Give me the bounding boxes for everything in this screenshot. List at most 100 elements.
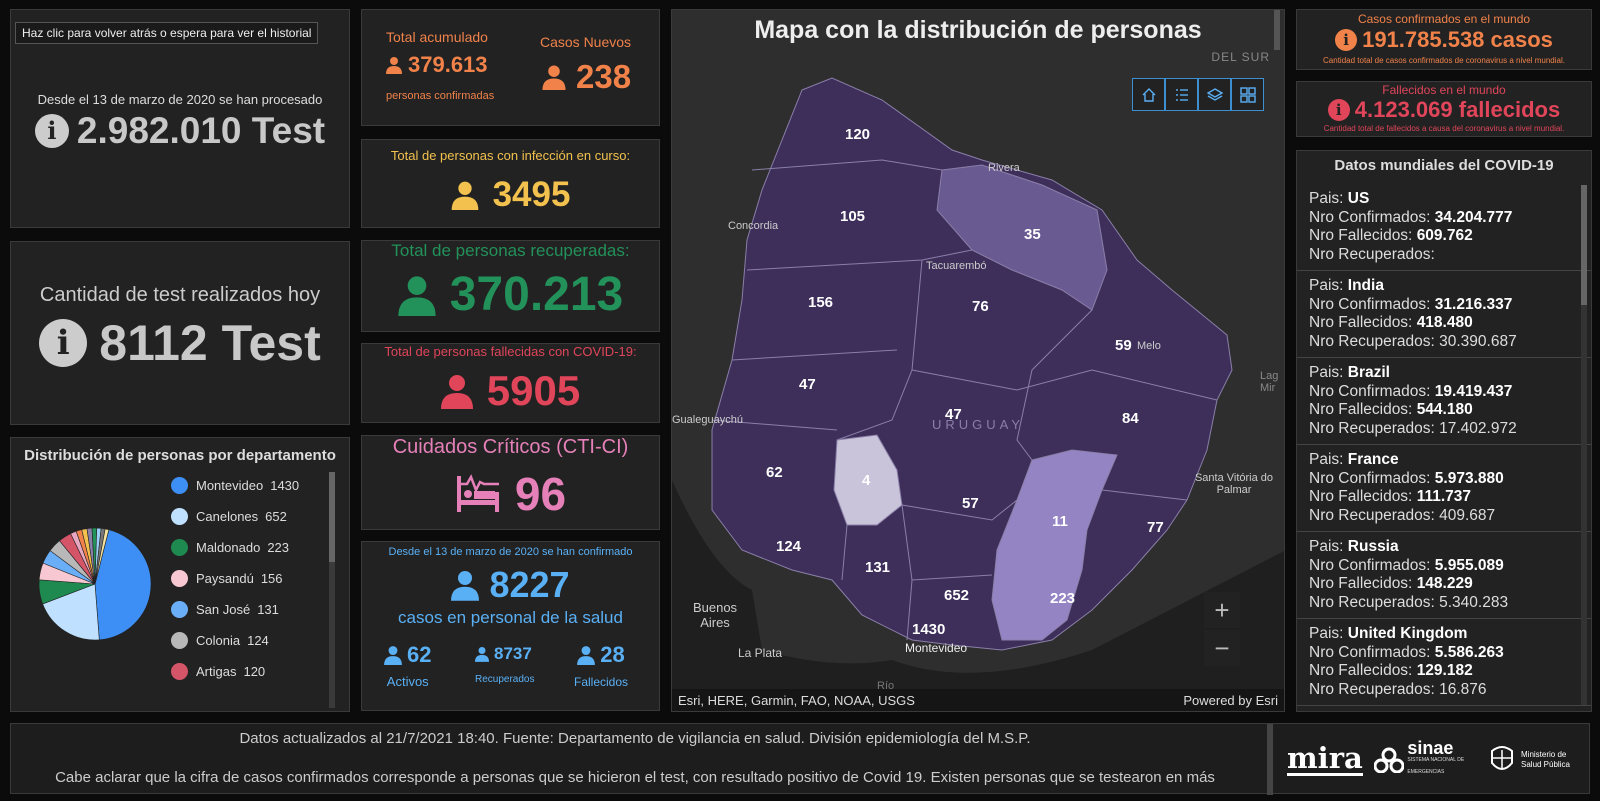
fallecidos-label: Nro Fallecidos: <box>1309 488 1413 505</box>
cti-value: 96 <box>514 468 567 520</box>
salud-fallecidos-label: Fallecidos <box>574 675 629 689</box>
tests-total-value-row: i 2.982.010 Test <box>11 110 349 152</box>
legend-label: San José <box>196 602 251 617</box>
legend-button[interactable] <box>1165 78 1198 111</box>
salud-fallecidos: 28 Fallecidos <box>574 642 628 689</box>
legend-swatch <box>171 539 188 556</box>
department-count: 131 <box>865 559 891 576</box>
legend-value: 156 <box>260 571 283 586</box>
map-scrollbar[interactable] <box>1274 10 1280 50</box>
department-count: 4 <box>862 472 871 489</box>
legend-item[interactable]: Canelones 652 <box>171 501 299 532</box>
department-count: 120 <box>845 126 871 143</box>
legend-item[interactable]: Maldonado 223 <box>171 532 299 563</box>
tests-today-value: 8112 Test <box>99 315 321 371</box>
department-count: 76 <box>972 298 989 315</box>
mira-logo: mira <box>1287 741 1363 776</box>
country-confirmed: 19.419.437 <box>1434 382 1513 400</box>
zoom-in-button[interactable]: + <box>1204 592 1240 628</box>
country-item[interactable]: Pais: Russia Nro Confirmados: 5.955.089 Nr… <box>1297 532 1591 619</box>
country-name: India <box>1347 277 1384 294</box>
legend-label: Paysandú <box>196 571 254 586</box>
person-icon <box>440 375 473 409</box>
sinae-logo-sub: SISTEMA NACIONAL DE EMERGENCIAS <box>1407 756 1465 775</box>
country-deaths: 111.737 <box>1416 488 1472 505</box>
world-deaths-value-row: i 4.123.069 fallecidos <box>1297 97 1591 123</box>
powered-by-esri[interactable]: Powered by Esri <box>1183 692 1278 708</box>
country-item[interactable]: Pais: United Kingdom Nro Confirmados: 5.5… <box>1297 619 1591 706</box>
confirmados-label: Nro Confirmados: <box>1309 208 1431 226</box>
info-icon: i <box>1327 99 1350 121</box>
department-count: 223 <box>1050 590 1076 607</box>
legend-value: 223 <box>267 540 290 555</box>
country-item[interactable]: Pais: Brazil Nro Confirmados: 19.419.437 N… <box>1297 358 1591 445</box>
map-canvas[interactable] <box>672 10 1285 712</box>
legend-item[interactable]: San José 131 <box>171 594 299 625</box>
salud-value: 8227 <box>489 564 570 605</box>
acumulado-value: 379.613 <box>408 52 488 77</box>
legend-label: Montevideo <box>196 478 264 493</box>
place-label: Santa Vitória do Palmar <box>1194 472 1274 496</box>
country-deaths: 418.480 <box>1416 314 1473 331</box>
legend-item[interactable]: Paysandú 156 <box>171 563 299 594</box>
country-item[interactable]: Pais: US Nro Confirmados: 34.204.777 Nro F… <box>1297 184 1591 271</box>
footer-scrollbar[interactable] <box>1267 724 1273 795</box>
person-icon <box>542 65 566 90</box>
legend-item[interactable]: Montevideo 1430 <box>171 470 299 501</box>
place-label: Buenos Aires <box>692 600 738 630</box>
fallecidos-label: Nro Fallecidos: <box>1309 227 1413 244</box>
pais-label: Pais: <box>1309 451 1344 468</box>
pie-slice[interactable] <box>94 528 110 585</box>
country-item[interactable]: Pais: France Nro Confirmados: 5.973.880 Nr… <box>1297 445 1591 532</box>
layers-button[interactable] <box>1198 78 1231 111</box>
salud-activos: 62 Activos <box>384 642 431 689</box>
pais-label: Pais: <box>1309 538 1344 555</box>
salud-panel: Desde el 13 de marzo de 2020 se han conf… <box>361 541 660 711</box>
fallecidas-value: 5905 <box>486 367 581 414</box>
cti-label: Cuidados Críticos (CTI-CI) <box>392 436 629 458</box>
basemap-button[interactable] <box>1231 78 1264 111</box>
world-deaths-panel: Fallecidos en el mundo i 4.123.069 falle… <box>1296 81 1592 137</box>
fallecidas-label: Total de personas fallecidas con COVID-1… <box>384 344 637 359</box>
country-label: URUGUAY <box>932 417 1025 432</box>
legend-value: 131 <box>257 602 279 617</box>
place-label: Rivera <box>988 162 1020 174</box>
footer-line1: Datos actualizados al 21/7/2021 18:40. F… <box>239 730 1031 747</box>
recuperadas-label: Total de personas recuperadas: <box>391 241 630 260</box>
legend-label: Canelones <box>196 509 259 524</box>
nuevos-value-row: 238 <box>542 58 631 96</box>
map-title: Mapa con la distribución de personas <box>754 16 1202 44</box>
country-recovered: 30.390.687 <box>1439 332 1517 350</box>
legend-swatch <box>171 477 188 494</box>
legend-item[interactable]: Colonia 124 <box>171 625 299 656</box>
country-deaths: 609.762 <box>1416 227 1473 244</box>
legend-value: 120 <box>243 664 266 679</box>
salud-activos-label: Activos <box>386 674 429 689</box>
legend-item[interactable]: Artigas 120 <box>171 656 299 687</box>
country-list[interactable]: Pais: US Nro Confirmados: 34.204.777 Nro F… <box>1297 184 1591 706</box>
fallecidas-panel: Total de personas fallecidas con COVID-1… <box>361 343 660 423</box>
country-name: US <box>1347 190 1370 207</box>
legend-scrollbar[interactable] <box>329 472 335 708</box>
legend-value: 1430 <box>270 478 300 493</box>
acumulado-sub: personas confirmadas <box>386 90 495 102</box>
world-confirmed-value: 191.785.538 casos <box>1362 27 1553 52</box>
department-count: 35 <box>1024 226 1041 243</box>
zoom-out-button[interactable]: − <box>1204 630 1240 666</box>
world-deaths-label: Fallecidos en el mundo <box>1382 83 1506 97</box>
attribution-text: Esri, HERE, Garmin, FAO, NOAA, USGS <box>678 692 915 708</box>
pie-slice[interactable] <box>42 583 100 641</box>
map-attribution: Esri, HERE, Garmin, FAO, NOAA, USGS Powe… <box>672 689 1284 711</box>
list-scrollbar[interactable] <box>1581 185 1587 705</box>
legend-label: Maldonado <box>196 540 261 555</box>
map-panel[interactable]: Mapa con la distribución de personas DEL… <box>671 9 1285 712</box>
place-label: Tacuarembó <box>926 260 987 272</box>
legend-swatch <box>171 570 188 587</box>
home-button[interactable] <box>1132 78 1165 111</box>
salud-recuperados-value: 8737 <box>494 644 532 663</box>
info-icon: i <box>34 114 69 148</box>
pie-slice[interactable] <box>94 529 152 641</box>
salud-fallecidos-value: 28 <box>600 642 625 667</box>
country-item[interactable]: Pais: India Nro Confirmados: 31.216.337 Nr… <box>1297 271 1591 358</box>
legend-swatch <box>171 601 188 618</box>
